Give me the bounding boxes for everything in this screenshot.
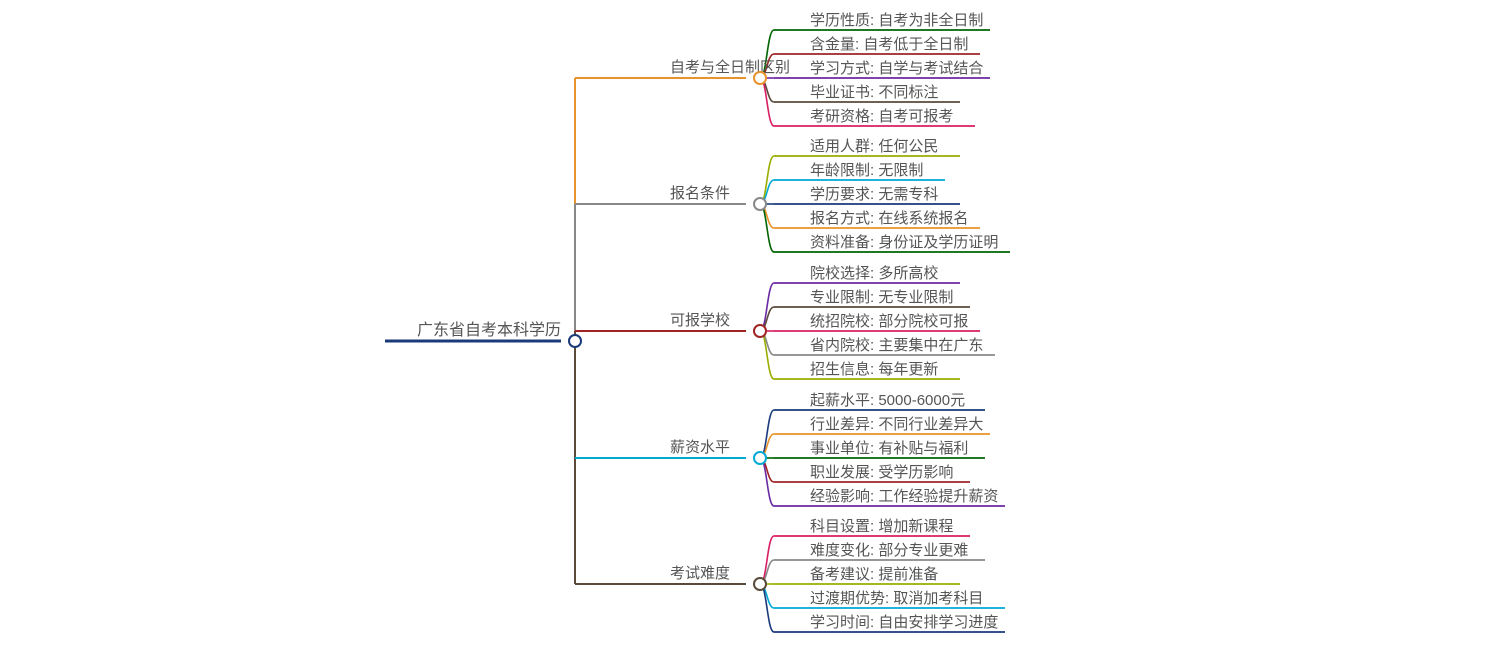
branch-dot[interactable] (754, 72, 766, 84)
branch-dot[interactable] (754, 578, 766, 590)
mindmap-container: 广东省自考本科学历 自考与全日制区别报名条件可报学校薪资水平考试难度 学历性质: 自… (0, 0, 1488, 662)
leaf-label: 统招院校: 部分院校可报 (810, 312, 968, 330)
branch-label: 可报学校 (670, 312, 730, 329)
root-label: 广东省自考本科学历 (417, 321, 561, 339)
leaf-label: 职业发展: 受学历影响 (810, 464, 953, 481)
root-dot[interactable] (569, 335, 581, 347)
branch-label: 自考与全日制区别 (670, 58, 790, 76)
leaf-label: 学历性质: 自考为非全日制 (810, 11, 983, 29)
branch-label: 考试难度 (670, 565, 730, 582)
mindmap-svg: 广东省自考本科学历 自考与全日制区别报名条件可报学校薪资水平考试难度 学历性质: 自… (0, 0, 1488, 662)
leaf-label: 报名方式: 在线系统报名 (810, 210, 968, 227)
leaf-label: 学历要求: 无需专科 (810, 186, 938, 203)
leaf-label: 备考建议: 提前准备 (810, 566, 938, 583)
leaf-label: 考研资格: 自考可报考 (810, 108, 953, 125)
branch-dot[interactable] (754, 198, 766, 210)
leaf-label: 过渡期优势: 取消加考科目 (810, 590, 983, 607)
leaf-label: 行业差异: 不同行业差异大 (810, 416, 983, 433)
branch-dot[interactable] (754, 452, 766, 464)
leaf-label: 毕业证书: 不同标注 (810, 84, 938, 101)
leaf-label: 科目设置: 增加新课程 (810, 518, 953, 535)
leaf-label: 难度变化: 部分专业更难 (810, 542, 968, 559)
leaf-label: 年龄限制: 无限制 (810, 162, 923, 179)
branch-dot[interactable] (754, 325, 766, 337)
leaf-label: 省内院校: 主要集中在广东 (810, 336, 983, 354)
leaf-label: 经验影响: 工作经验提升薪资 (810, 488, 998, 505)
leaf-label: 资料准备: 身份证及学历证明 (810, 234, 998, 251)
leaf-label: 起薪水平: 5000-6000元 (810, 392, 965, 409)
leaf-label: 含金量: 自考低于全日制 (810, 35, 968, 53)
branch-label: 薪资水平 (670, 439, 730, 456)
leaf-label: 适用人群: 任何公民 (810, 138, 938, 155)
leaf-label: 学习时间: 自由安排学习进度 (810, 614, 998, 631)
leaf-label: 事业单位: 有补贴与福利 (810, 440, 968, 457)
leaf-label: 学习方式: 自学与考试结合 (810, 60, 983, 77)
leaf-label: 院校选择: 多所高校 (810, 264, 938, 282)
leaf-label: 招生信息: 每年更新 (810, 361, 938, 378)
leaf-label: 专业限制: 无专业限制 (810, 289, 953, 306)
branch-label: 报名条件 (670, 185, 730, 202)
